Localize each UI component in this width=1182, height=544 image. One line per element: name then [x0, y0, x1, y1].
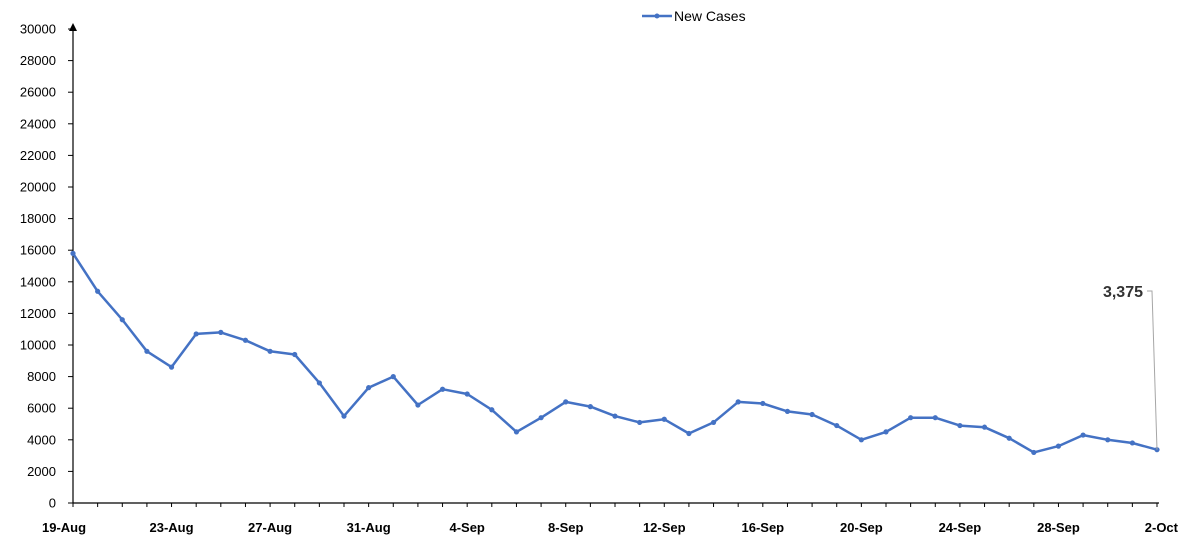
y-tick-label: 2000 — [27, 464, 56, 479]
x-tick-label: 12-Sep — [643, 520, 686, 535]
data-point — [119, 317, 125, 323]
data-point — [144, 348, 150, 354]
annotation-label: 3,375 — [1103, 284, 1143, 301]
y-tick-label: 14000 — [20, 274, 56, 289]
data-point — [415, 402, 421, 408]
data-point — [932, 415, 938, 421]
data-point — [1055, 443, 1062, 449]
data-point — [563, 399, 569, 405]
series-new-cases — [70, 250, 1160, 456]
y-tick-label: 12000 — [20, 306, 56, 321]
y-axis: 0 2000 4000 6000 8000 10000 12000 14000 16000 180… — [20, 22, 77, 511]
data-point — [1006, 435, 1012, 441]
data-point — [735, 399, 741, 405]
x-tick-label: 24-Sep — [939, 520, 982, 535]
y-tick-label: 28000 — [20, 53, 56, 68]
data-point — [710, 419, 717, 426]
x-tick-label: 19-Aug — [42, 520, 86, 535]
data-point — [95, 288, 101, 294]
data-point — [612, 413, 618, 419]
x-tick-label: 23-Aug — [150, 520, 194, 535]
data-point — [366, 385, 372, 391]
data-point — [661, 416, 667, 422]
data-point — [908, 415, 914, 421]
legend-marker-new-cases — [654, 13, 660, 19]
data-point — [218, 329, 224, 335]
data-point — [1080, 432, 1086, 438]
x-tick-label: 28-Sep — [1037, 520, 1080, 535]
data-point — [292, 351, 298, 358]
data-point — [341, 413, 347, 419]
y-tick-label: 30000 — [20, 22, 56, 37]
data-point — [168, 364, 175, 370]
y-axis-arrow — [69, 23, 77, 31]
y-tick-label: 26000 — [20, 85, 56, 100]
data-point — [538, 415, 544, 421]
x-tick-label: 31-Aug — [347, 520, 391, 535]
y-tick-label: 10000 — [20, 338, 56, 353]
y-tick-label: 0 — [49, 496, 56, 511]
data-point — [809, 411, 815, 418]
data-point — [267, 348, 273, 354]
x-tick-label: 8-Sep — [548, 520, 583, 535]
data-point — [439, 386, 446, 392]
data-point — [784, 408, 791, 414]
x-axis: 19-Aug 23-Aug 27-Aug 31-Aug 4-Sep 8-Sep 12-Sep… — [42, 502, 1179, 535]
data-point — [242, 337, 249, 343]
x-tick-label: 20-Sep — [840, 520, 883, 535]
data-point — [70, 250, 76, 256]
y-tick-label: 4000 — [27, 432, 56, 447]
y-tick-label: 16000 — [20, 243, 56, 258]
y-tick-label: 6000 — [27, 401, 56, 416]
x-tick-label: 16-Sep — [741, 520, 784, 535]
data-point — [834, 422, 840, 429]
data-point — [464, 391, 470, 397]
y-tick-label: 8000 — [27, 369, 56, 384]
data-point — [1129, 440, 1135, 446]
data-point — [1105, 437, 1111, 443]
annotations: 3,375 — [1103, 284, 1158, 450]
data-point — [883, 429, 889, 435]
data-point — [193, 331, 199, 337]
data-point — [390, 374, 396, 380]
annotation-leader-line — [1147, 290, 1158, 450]
y-tick-label: 20000 — [20, 180, 56, 195]
series-line-new-cases — [71, 252, 1158, 454]
x-tick-label: 2-Oct — [1145, 520, 1179, 535]
data-point — [316, 380, 322, 386]
data-point — [957, 422, 963, 429]
y-tick-label: 22000 — [20, 148, 56, 163]
data-point — [513, 429, 520, 435]
data-point — [686, 430, 692, 437]
x-tick-label: 27-Aug — [248, 520, 292, 535]
data-point — [1031, 449, 1037, 456]
y-tick-label: 24000 — [20, 116, 56, 131]
data-point — [489, 407, 495, 413]
y-tick-label: 18000 — [20, 211, 56, 226]
data-point — [587, 404, 593, 410]
data-point — [981, 424, 988, 430]
x-tick-label: 4-Sep — [449, 520, 484, 535]
legend-label-new-cases: New Cases — [674, 8, 746, 24]
data-point — [637, 419, 643, 426]
data-point — [760, 400, 766, 407]
data-point — [858, 437, 864, 443]
legend: New Cases — [642, 8, 746, 24]
